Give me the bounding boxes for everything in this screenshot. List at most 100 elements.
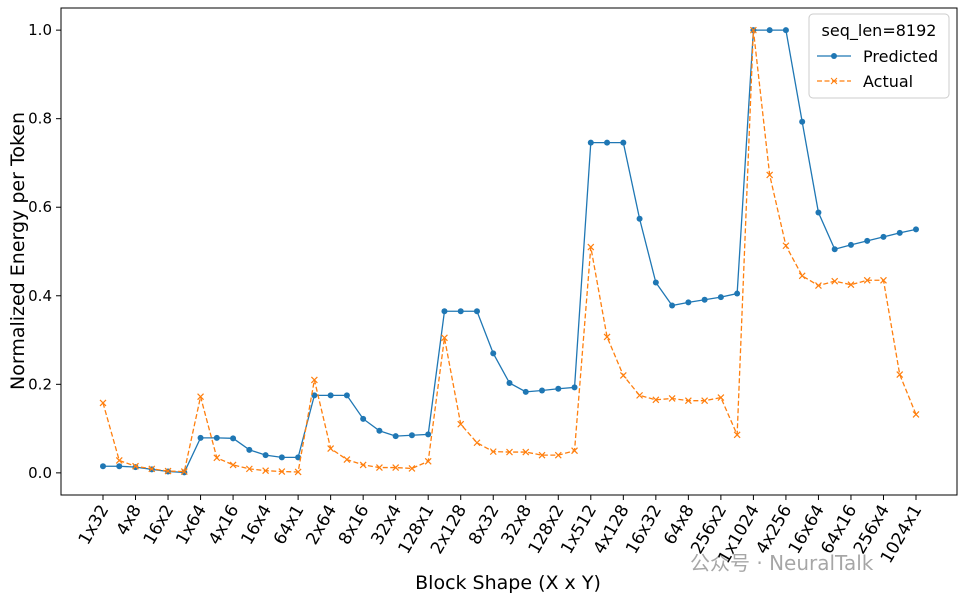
data-point — [733, 431, 741, 439]
data-point — [506, 448, 513, 456]
data-point — [375, 464, 383, 471]
x-tick-label: 1x32 — [75, 502, 114, 549]
data-point — [815, 282, 822, 290]
data-point — [912, 410, 920, 418]
data-point — [327, 445, 335, 452]
data-point — [799, 118, 806, 125]
data-point — [408, 465, 416, 472]
data-point — [734, 290, 741, 297]
data-point — [669, 302, 676, 309]
data-point — [230, 435, 237, 442]
data-point — [425, 431, 432, 438]
data-point — [749, 26, 757, 34]
data-point — [181, 469, 188, 476]
data-point — [408, 432, 415, 439]
watermark: 公众号 · NeuralTalk — [690, 551, 874, 575]
data-point — [245, 465, 253, 473]
x-tick-label: 2x64 — [302, 502, 341, 549]
data-point — [554, 451, 562, 459]
y-tick-label: 0.8 — [28, 110, 52, 128]
data-point — [116, 463, 123, 470]
data-point — [587, 139, 594, 146]
data-point — [522, 448, 530, 456]
data-point — [229, 461, 237, 469]
legend-marker — [830, 77, 838, 85]
x-tick-label: 8x16 — [335, 502, 374, 549]
data-point — [717, 294, 724, 301]
data-point — [197, 393, 204, 401]
legend-box — [808, 13, 950, 99]
data-point — [115, 457, 123, 464]
series-line — [103, 29, 917, 474]
data-point — [180, 468, 188, 475]
data-point — [424, 457, 432, 465]
data-point — [360, 415, 367, 422]
data-point — [278, 454, 285, 461]
data-point — [213, 454, 221, 462]
data-point — [441, 334, 448, 342]
data-point — [392, 464, 400, 471]
data-point — [99, 399, 107, 407]
y-tick-label: 1.0 — [28, 21, 52, 39]
data-point — [278, 468, 286, 475]
data-point — [327, 392, 334, 399]
data-point — [798, 272, 806, 280]
x-tick-label: 1x64 — [172, 502, 211, 549]
data-point — [555, 385, 562, 392]
data-point — [864, 237, 871, 244]
data-point — [294, 468, 302, 476]
data-point — [538, 451, 546, 459]
data-point — [213, 434, 220, 441]
data-point — [652, 396, 660, 404]
data-point — [197, 434, 204, 441]
data-point — [587, 243, 595, 251]
data-point — [262, 467, 270, 475]
y-tick-label: 0.0 — [28, 464, 52, 482]
data-point — [815, 209, 822, 216]
data-point — [701, 296, 708, 303]
y-tick-label: 0.4 — [28, 287, 52, 305]
data-point — [359, 461, 367, 469]
data-point — [310, 376, 318, 384]
data-point — [457, 420, 465, 428]
data-point — [441, 308, 448, 315]
data-point — [100, 463, 106, 470]
data-point — [684, 397, 692, 405]
data-point — [847, 241, 854, 248]
data-point — [619, 372, 627, 379]
data-point — [343, 456, 351, 464]
data-point — [880, 233, 887, 240]
data-point — [343, 392, 350, 399]
data-point — [148, 465, 156, 473]
x-tick-label: 64x1 — [270, 502, 309, 549]
data-point — [668, 395, 676, 402]
data-point — [571, 384, 578, 391]
x-axis-label: Block Shape (X x Y) — [415, 572, 601, 594]
x-tick-label: 4x8 — [113, 502, 146, 539]
data-point — [766, 27, 773, 34]
data-point — [132, 462, 139, 470]
data-point — [913, 226, 919, 233]
data-point — [457, 308, 464, 315]
data-point — [831, 246, 838, 253]
data-point — [376, 427, 383, 434]
plot-frame — [60, 7, 958, 496]
x-tick-label: 16x4 — [237, 502, 276, 549]
data-point — [701, 397, 709, 405]
data-point — [473, 308, 480, 315]
legend-marker — [831, 53, 837, 59]
data-point — [262, 452, 269, 459]
legend-label: Predicted — [863, 47, 938, 66]
data-point — [880, 276, 887, 284]
data-point — [636, 391, 644, 399]
data-point — [603, 333, 611, 341]
data-point — [604, 139, 611, 146]
data-point — [164, 467, 172, 475]
data-point — [295, 454, 302, 461]
x-tick-label: 8x32 — [465, 502, 504, 549]
data-point — [896, 371, 904, 379]
data-point — [311, 392, 318, 399]
data-point — [246, 446, 253, 453]
data-point — [717, 394, 725, 402]
